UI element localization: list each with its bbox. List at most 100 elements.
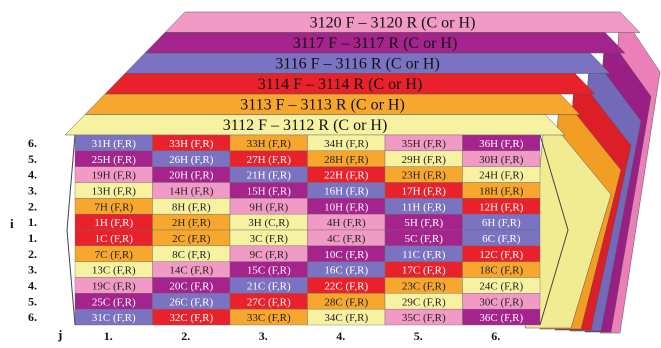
- grid-cell-label: 36C (F,R): [479, 312, 523, 324]
- grid-cell: 7C (F,R): [74, 245, 153, 262]
- grid-cell-label: 12H (F,R): [479, 201, 524, 213]
- grid-cell: 26H (F,R): [152, 150, 231, 167]
- grid-cell: 9C (F,R): [229, 245, 308, 262]
- grid-cell: 29H (F,R): [384, 150, 463, 167]
- grid-cell: 27H (F,R): [229, 150, 308, 167]
- grid-cell: 22C (F,R): [307, 277, 386, 294]
- grid-cell-label: 9H (F,R): [249, 201, 288, 213]
- grid-cell-label: 18H (F,R): [479, 185, 524, 197]
- grid-cell-label: 2H (F,R): [172, 217, 211, 229]
- grid-cell: 21H (F,R): [229, 166, 308, 183]
- layer-label: 3114 F – 3114 R (C or H): [258, 76, 423, 93]
- grid-cell: 24H (F,R): [462, 166, 541, 183]
- grid-cell: 31H (F,R): [74, 134, 153, 152]
- grid-cell-label: 17H (F,R): [402, 185, 447, 197]
- grid-cell-label: 30H (F,R): [479, 154, 524, 166]
- grid-cell: 33H (F,R): [152, 134, 231, 152]
- grid-cell-label: 16H (F,R): [324, 185, 369, 197]
- grid-cell: 1H (F,R): [74, 213, 153, 231]
- row-label: 2.: [28, 199, 37, 213]
- grid-cell-label: 15H (F,R): [247, 185, 292, 197]
- grid-cell: 30H (F,R): [462, 150, 541, 167]
- grid-cell: 15H (F,R): [229, 182, 308, 199]
- grid-cell-label: 21C (F,R): [247, 280, 291, 292]
- grid-cell: 25C (F,R): [74, 293, 153, 310]
- column-label: 5.: [414, 329, 423, 343]
- grid-cell-label: 36H (F,R): [479, 138, 524, 150]
- grid-cell-label: 16C (F,R): [324, 265, 368, 277]
- grid-cell: 17H (F,R): [384, 182, 463, 199]
- grid-cell-label: 4C (F,R): [327, 233, 366, 245]
- grid-cell-label: 2C (F,R): [172, 233, 211, 245]
- column-label: 3.: [259, 329, 268, 343]
- grid-cell-label: 26H (F,R): [169, 154, 214, 166]
- front-right-edge: [539, 134, 569, 326]
- grid-cell-label: 34H (F,R): [324, 138, 369, 150]
- row-label: 3.: [28, 183, 37, 197]
- grid-cell-label: 29C (F,R): [402, 296, 446, 308]
- grid-cell-label: 20C (F,R): [169, 280, 213, 292]
- grid-cell-label: 30C (F,R): [479, 296, 523, 308]
- grid-cell-label: 27H (F,R): [247, 154, 292, 166]
- grid-cell: 35H (F,R): [384, 134, 463, 152]
- grid-cell: 23C (F,R): [384, 277, 463, 294]
- grid-cell-label: 26C (F,R): [169, 296, 213, 308]
- grid-cell-label: 24H (F,R): [479, 170, 524, 182]
- j-axis-label: j: [57, 327, 62, 342]
- grid-cell-label: 24C (F,R): [479, 280, 523, 292]
- row-label: 4.: [28, 168, 37, 182]
- axis-labels: 6.5.4.3.2.1.1.2.3.4.5.6.i1. 2. 3. 4. 5. 6.j: [10, 136, 500, 343]
- grid-cell: 8H (F,R): [152, 198, 231, 215]
- grid-cell: 18C (F,R): [462, 261, 541, 278]
- grid-cell: 11C (F,R): [384, 245, 463, 262]
- layer-band: [104, 73, 596, 95]
- row-label: 1.: [28, 231, 37, 245]
- column-label: 1.: [104, 329, 113, 343]
- grid-cell-label: 3C (F,R): [250, 233, 289, 245]
- grid-cell-label: 31H (F,R): [92, 138, 137, 150]
- grid-cell-label: 28C (F,R): [324, 296, 368, 308]
- layer-label: 3117 F – 3117 R (C or H): [293, 35, 458, 52]
- layer-band: [64, 114, 566, 136]
- grid-cell-label: 8H (F,R): [172, 201, 211, 213]
- grid-cell: 12H (F,R): [462, 198, 541, 215]
- column-label: 4.: [336, 329, 345, 343]
- grid-cell: 29C (F,R): [384, 293, 463, 310]
- grid-cell: 14C (F,R): [152, 261, 231, 278]
- grid-cell: 5H (F,R): [384, 213, 463, 231]
- grid-cell: 21C (F,R): [229, 277, 308, 294]
- grid-cell-label: 7H (F,R): [94, 201, 133, 213]
- grid-cell: 34C (F,R): [307, 308, 386, 326]
- layer-bands: 3120 F – 3120 R (C or H) 3117 F – 3117 R …: [64, 11, 661, 334]
- grid-cell: 35C (F,R): [384, 308, 463, 326]
- grid-cell-label: 5H (F,R): [404, 217, 443, 229]
- grid-cell-label: 12C (F,R): [479, 249, 523, 261]
- layer-label: 3120 F – 3120 R (C or H): [310, 15, 476, 32]
- row-label: 5.: [28, 152, 37, 166]
- layer-6: 3112 F – 3112 R (C or H): [64, 113, 612, 329]
- grid-cell-label: 10C (F,R): [324, 249, 368, 261]
- grid-cell-label: 18C (F,R): [479, 265, 523, 277]
- grid-cell-label: 20H (F,R): [169, 170, 214, 182]
- grid-cell: 12C (F,R): [462, 245, 541, 262]
- column-label: 2.: [181, 329, 190, 343]
- grid-cell: 13H (F,R): [74, 182, 153, 199]
- sample-grid: 31H (F,R) 33H (F,R) 33H (F,R) 34H (F,R) 35H …: [66, 134, 569, 326]
- grid-cell-label: 8C (F,R): [172, 249, 211, 261]
- grid-cell: 30C (F,R): [462, 293, 541, 310]
- grid-cell: 5C (F,R): [384, 229, 463, 247]
- grid-cell-label: 22H (F,R): [324, 170, 369, 182]
- layer-band: [124, 52, 611, 74]
- row-label: 6.: [28, 310, 37, 324]
- grid-cell: 17C (F,R): [384, 261, 463, 278]
- grid-cell-label: 10H (F,R): [324, 201, 369, 213]
- row-label: 1.: [28, 215, 37, 229]
- grid-cell-label: 9C (F,R): [250, 249, 289, 261]
- grid-cell: 10H (F,R): [307, 198, 386, 215]
- grid-cell-label: 5C (F,R): [405, 233, 444, 245]
- grid-cell: 8C (F,R): [152, 245, 231, 262]
- front-left-edge: [66, 134, 76, 326]
- grid-cell: 20C (F,R): [152, 277, 231, 294]
- grid-cell-label: 35C (F,R): [402, 312, 446, 324]
- grid-cell: 9H (F,R): [229, 198, 308, 215]
